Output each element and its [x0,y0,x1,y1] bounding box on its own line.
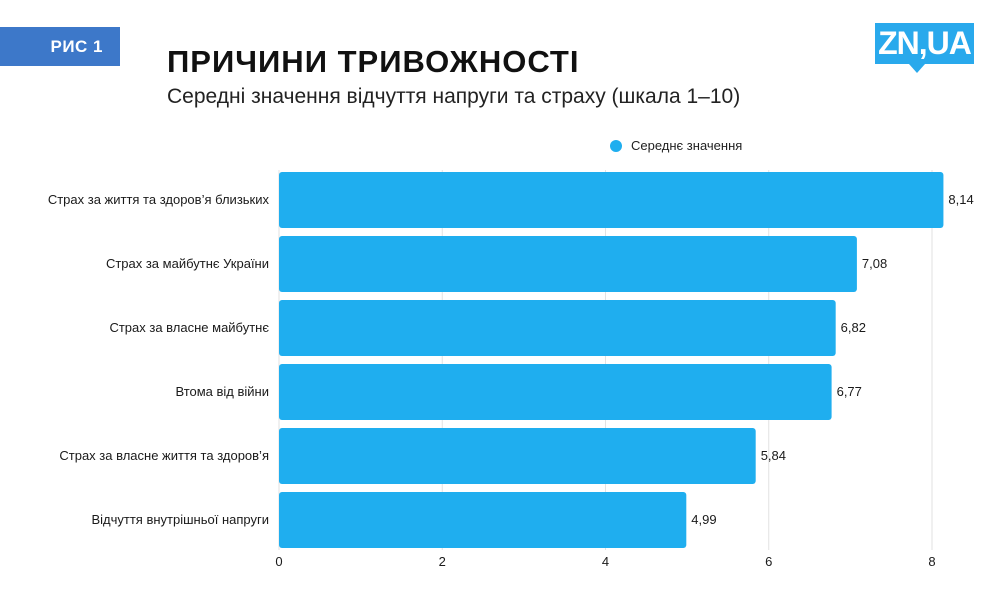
legend-label: Середнє значення [631,138,743,153]
bar [279,172,944,228]
bar [279,236,857,292]
category-label: Страх за власне майбутнє [109,320,269,335]
bar [279,428,756,484]
category-label: Страх за власне життя та здоров’я [59,448,269,463]
data-label: 8,14 [948,192,973,207]
category-label: Страх за майбутнє України [106,256,269,271]
chart-subtitle: Середні значення відчуття напруги та стр… [167,85,741,108]
x-tick-label: 0 [275,554,282,569]
zn-ua-logo[interactable]: ZN,UA [875,23,974,64]
bar [279,492,687,548]
x-tick-label: 2 [439,554,446,569]
bar [279,364,832,420]
x-tick-label: 4 [602,554,609,569]
x-tick-label: 6 [765,554,772,569]
x-tick-label: 8 [928,554,935,569]
data-label: 7,08 [862,256,887,271]
chart-title: ПРИЧИНИ ТРИВОЖНОСТІ [167,44,580,79]
data-label: 6,77 [837,384,862,399]
category-label: Втома від війни [175,384,269,399]
data-label: 6,82 [841,320,866,335]
category-label: Страх за життя та здоров’я близьких [48,192,270,207]
legend-swatch [610,139,622,152]
logo-speech-tail [909,64,925,73]
data-label: 5,84 [761,448,786,463]
figure-badge: РИС 1 [0,27,120,66]
data-label: 4,99 [691,512,716,527]
chart-legend: Середнє значення [610,138,742,153]
bar [279,300,836,356]
category-label: Відчуття внутрішньої напруги [91,512,269,527]
